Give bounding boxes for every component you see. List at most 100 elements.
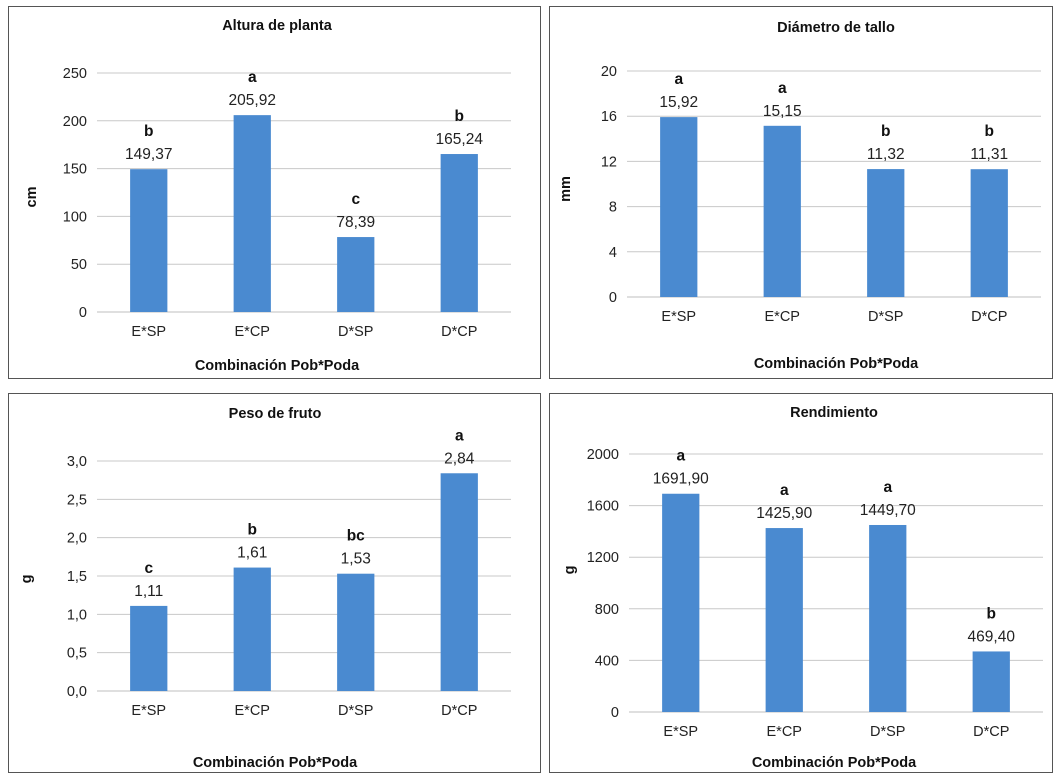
- data-label: 1,53: [341, 551, 371, 568]
- significance-letter: a: [883, 479, 892, 496]
- x-tick-label: D*CP: [441, 324, 477, 340]
- x-tick-label: D*CP: [441, 703, 477, 719]
- y-tick-label: 100: [63, 209, 87, 225]
- significance-letter: a: [780, 482, 789, 499]
- y-tick-label: 250: [63, 66, 87, 82]
- y-tick-label: 200: [63, 114, 87, 130]
- significance-letter: a: [674, 71, 683, 88]
- significance-letter: c: [144, 560, 153, 577]
- y-tick-label: 1200: [587, 550, 619, 566]
- y-tick-label: 1,0: [67, 607, 87, 623]
- significance-letter: a: [248, 69, 257, 86]
- significance-letter: c: [351, 191, 360, 208]
- x-tick-label: D*CP: [973, 724, 1009, 740]
- y-tick-label: 3,0: [67, 454, 87, 470]
- y-tick-label: 0: [609, 290, 617, 306]
- bar: [233, 115, 271, 313]
- y-tick-label: 2000: [587, 447, 619, 463]
- significance-letter: a: [676, 448, 685, 465]
- bar: [337, 237, 375, 312]
- y-tick-label: 0: [611, 705, 619, 721]
- x-tick-label: E*CP: [235, 324, 270, 340]
- chart-panel-rendimiento: Rendimiento Combinación Pob*Poda g 0 400 8…: [549, 393, 1053, 773]
- significance-letter: b: [455, 108, 464, 125]
- chart-title: Diámetro de tallo: [777, 20, 895, 36]
- data-label: 1,61: [237, 545, 267, 562]
- data-label: 165,24: [436, 131, 484, 148]
- y-tick-label: 400: [595, 653, 619, 669]
- data-label: 1691,90: [653, 471, 709, 488]
- y-tick-label: 50: [71, 257, 87, 273]
- y-tick-label: 12: [601, 154, 617, 170]
- chart-panel-altura: Altura de planta Combinación Pob*Poda cm…: [8, 6, 541, 379]
- y-tick-label: 4: [609, 245, 617, 261]
- y-axis-label: g: [562, 566, 578, 575]
- data-label: 15,92: [659, 94, 698, 111]
- chart-svg: Altura de planta Combinación Pob*Poda cm…: [24, 18, 511, 374]
- chart-title: Rendimiento: [790, 405, 878, 421]
- y-tick-label: 800: [595, 602, 619, 618]
- bar: [440, 473, 478, 691]
- y-axis-label: mm: [558, 176, 574, 202]
- bar: [130, 169, 168, 312]
- data-label: 1425,90: [756, 505, 812, 522]
- x-axis-label: Combinación Pob*Poda: [752, 755, 917, 771]
- significance-letter: b: [881, 123, 890, 140]
- x-tick-label: D*SP: [338, 703, 373, 719]
- bar: [970, 169, 1008, 297]
- y-tick-label: 1,5: [67, 569, 87, 585]
- bar: [660, 117, 698, 297]
- y-tick-label: 0,0: [67, 684, 87, 700]
- x-tick-label: E*CP: [767, 724, 802, 740]
- x-tick-label: E*CP: [235, 703, 270, 719]
- data-label: 1449,70: [860, 502, 916, 519]
- bar: [130, 605, 168, 691]
- bar: [765, 528, 803, 712]
- bar: [763, 125, 801, 298]
- data-label: 205,92: [229, 92, 276, 109]
- y-tick-label: 20: [601, 64, 617, 80]
- data-label: 11,31: [970, 146, 1008, 163]
- data-label: 469,40: [968, 628, 1016, 645]
- y-axis-label: g: [19, 575, 35, 584]
- data-label: 1,11: [134, 583, 163, 600]
- y-tick-label: 0,5: [67, 646, 87, 662]
- x-tick-label: E*SP: [663, 724, 698, 740]
- data-label: 2,84: [444, 450, 475, 467]
- bar: [233, 567, 271, 691]
- x-axis-label: Combinación Pob*Poda: [193, 755, 358, 771]
- x-tick-label: D*CP: [971, 309, 1007, 325]
- data-label: 15,15: [763, 103, 802, 120]
- y-tick-label: 150: [63, 162, 87, 178]
- chart-svg: Peso de fruto Combinación Pob*Poda g 0,0…: [19, 406, 511, 771]
- x-tick-label: D*SP: [870, 724, 905, 740]
- bar: [662, 493, 700, 712]
- significance-letter: a: [455, 427, 464, 444]
- significance-letter: b: [144, 123, 153, 140]
- x-tick-label: E*SP: [131, 324, 166, 340]
- bar: [337, 573, 375, 691]
- data-label: 11,32: [867, 146, 905, 163]
- bar: [869, 524, 907, 712]
- significance-letter: a: [778, 80, 787, 97]
- significance-letter: bc: [347, 528, 365, 545]
- chart-title: Peso de fruto: [229, 406, 322, 422]
- chart-svg: Diámetro de tallo Combinación Pob*Poda m…: [558, 20, 1041, 372]
- x-tick-label: D*SP: [338, 324, 373, 340]
- chart-panel-peso: Peso de fruto Combinación Pob*Poda g 0,0…: [8, 393, 541, 773]
- x-tick-label: D*SP: [868, 309, 903, 325]
- data-label: 149,37: [125, 146, 172, 163]
- significance-letter: b: [987, 605, 996, 622]
- chart-title: Altura de planta: [222, 18, 333, 34]
- y-tick-label: 2,5: [67, 492, 87, 508]
- data-label: 78,39: [336, 214, 375, 231]
- bar: [867, 169, 905, 297]
- bar: [440, 154, 478, 312]
- x-tick-label: E*SP: [661, 309, 696, 325]
- y-tick-label: 2,0: [67, 531, 87, 547]
- x-tick-label: E*SP: [131, 703, 166, 719]
- significance-letter: b: [985, 123, 994, 140]
- y-tick-label: 1600: [587, 499, 619, 515]
- x-axis-label: Combinación Pob*Poda: [754, 356, 919, 372]
- x-tick-label: E*CP: [765, 309, 800, 325]
